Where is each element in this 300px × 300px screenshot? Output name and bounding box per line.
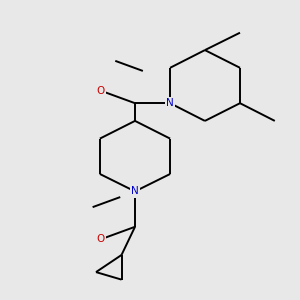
Text: N: N [166,98,174,108]
Text: O: O [96,234,105,244]
Text: O: O [96,85,105,96]
Text: N: N [131,186,139,197]
